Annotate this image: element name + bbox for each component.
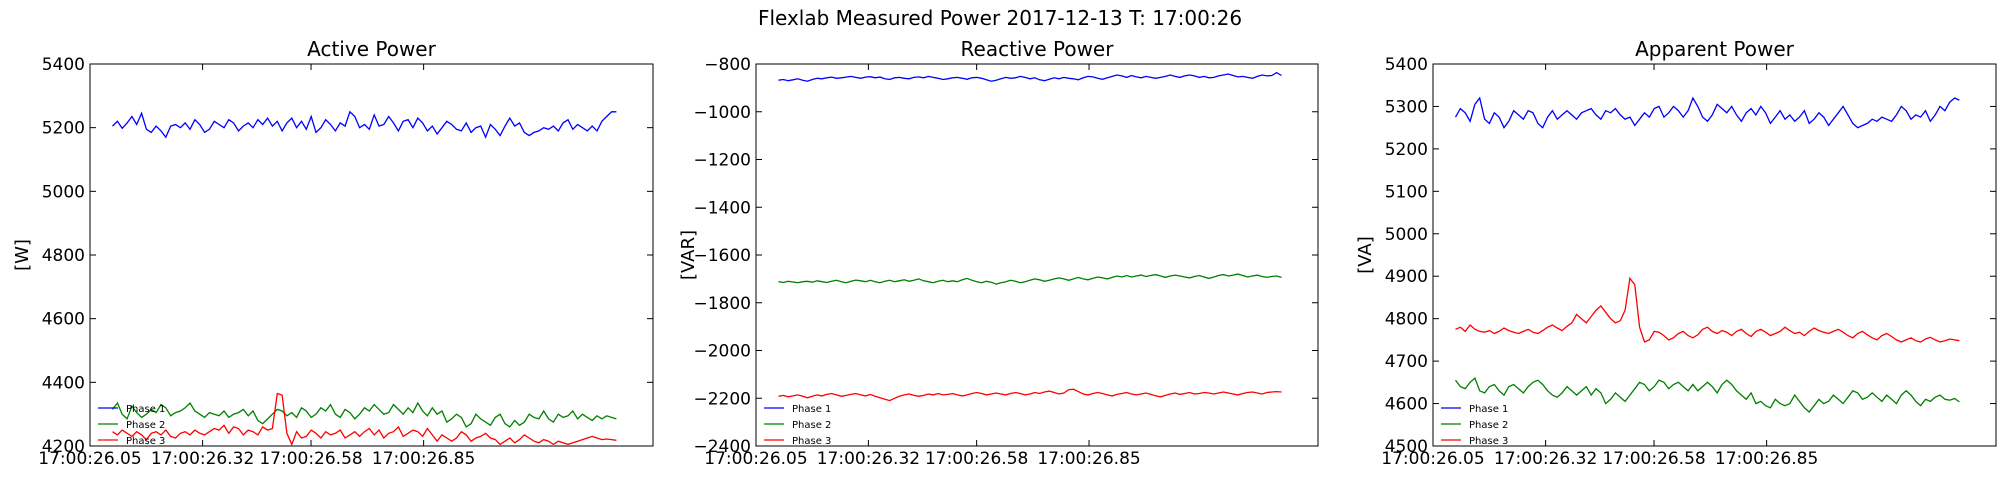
active-legend-label-phase-3: Phase 3 [126,436,165,447]
active-y-tick-label: 4200 [42,437,85,457]
active-y-tick-label: 5000 [42,182,85,202]
active-chart-title: Active Power [307,37,436,61]
reactive-y-tick-label: −2400 [693,437,751,457]
apparent-y-tick-label: 4700 [1385,352,1428,372]
reactive-y-tick-label: −1600 [693,246,751,266]
reactive-x-tick-label: 17:00:26.32 [817,449,920,469]
reactive-series-line-phase-1 [778,71,1282,82]
reactive-chart-title: Reactive Power [961,37,1115,61]
apparent-plot-frame [1432,63,1997,447]
apparent-chart-title: Apparent Power [1635,37,1795,61]
active-y-tick-label: 4400 [42,373,85,393]
active-x-tick-label: 17:00:26.05 [38,449,141,469]
active-y-tick-label: 5400 [42,55,85,75]
active-legend-label-phase-2: Phase 2 [126,420,165,431]
reactive-x-tick-label: 17:00:26.85 [1037,449,1140,469]
active-series-line-phase-3 [112,392,617,447]
apparent-legend-label-phase-1: Phase 1 [1469,404,1508,415]
apparent-y-axis-label: [VA] [1355,236,1376,274]
reactive-x-tick-label: 17:00:26.05 [704,449,807,469]
apparent-y-tick-label: 4500 [1385,437,1428,457]
apparent-x-tick-label: 17:00:26.32 [1494,449,1597,469]
apparent-y-tick-label: 4600 [1385,395,1428,415]
apparent-y-tick-label: 5000 [1385,225,1428,245]
apparent-y-tick-label: 5100 [1385,182,1428,202]
active-y-axis-label: [W] [12,239,33,271]
reactive-y-tick-label: −2000 [693,342,751,362]
active-y-tick-label: 4600 [42,310,85,330]
active-series-line-phase-1 [112,110,617,139]
active-legend-label-phase-1: Phase 1 [126,404,165,415]
active-x-tick-label: 17:00:26.32 [151,449,254,469]
reactive-series-line-phase-3 [778,388,1282,402]
active-y-tick-label: 4800 [42,246,85,266]
reactive-y-tick-label: −1800 [693,294,751,314]
apparent-x-tick-label: 17:00:26.85 [1715,449,1818,469]
apparent-legend-label-phase-3: Phase 3 [1469,436,1508,447]
apparent-series-line-phase-2 [1454,376,1960,413]
reactive-y-tick-label: −1400 [693,198,751,218]
apparent-legend-label-phase-2: Phase 2 [1469,420,1508,431]
reactive-y-tick-label: −2200 [693,389,751,409]
active-plot-frame [89,63,654,447]
active-y-tick-label: 5200 [42,119,85,139]
active-legend: Phase 1 Phase 2 Phase 3 [98,404,165,447]
reactive-legend-label-phase-3: Phase 3 [792,436,831,447]
figure-title: Flexlab Measured Power 2017-12-13 T: 17:… [757,6,1243,30]
reactive-y-tick-label: −800 [704,55,751,75]
apparent-legend: Phase 1 Phase 2 Phase 3 [1441,404,1508,447]
active-x-tick-label: 17:00:26.58 [259,449,362,469]
reactive-legend: Phase 1 Phase 2 Phase 3 [764,404,831,447]
apparent-y-tick-label: 5300 [1385,97,1428,117]
apparent-x-tick-label: 17:00:26.05 [1381,449,1484,469]
apparent-y-tick-label: 4800 [1385,310,1428,330]
apparent-series-line-phase-1 [1454,96,1960,129]
apparent-y-tick-label: 5400 [1385,55,1428,75]
reactive-y-axis-label: [VAR] [678,230,699,280]
apparent-y-tick-label: 4900 [1385,267,1428,287]
reactive-series-line-phase-2 [778,273,1282,285]
active-x-tick-label: 17:00:26.85 [372,449,475,469]
reactive-legend-label-phase-1: Phase 1 [792,404,831,415]
active-series-line-phase-2 [111,401,617,428]
apparent-y-tick-label: 5200 [1385,140,1428,160]
reactive-y-tick-label: −1000 [693,103,751,123]
reactive-legend-label-phase-2: Phase 2 [792,420,831,431]
reactive-plot-frame [755,63,1319,447]
apparent-series-line-phase-3 [1455,276,1960,343]
apparent-x-tick-label: 17:00:26.58 [1602,449,1705,469]
reactive-x-tick-label: 17:00:26.58 [925,449,1028,469]
reactive-y-tick-label: −1200 [693,151,751,171]
